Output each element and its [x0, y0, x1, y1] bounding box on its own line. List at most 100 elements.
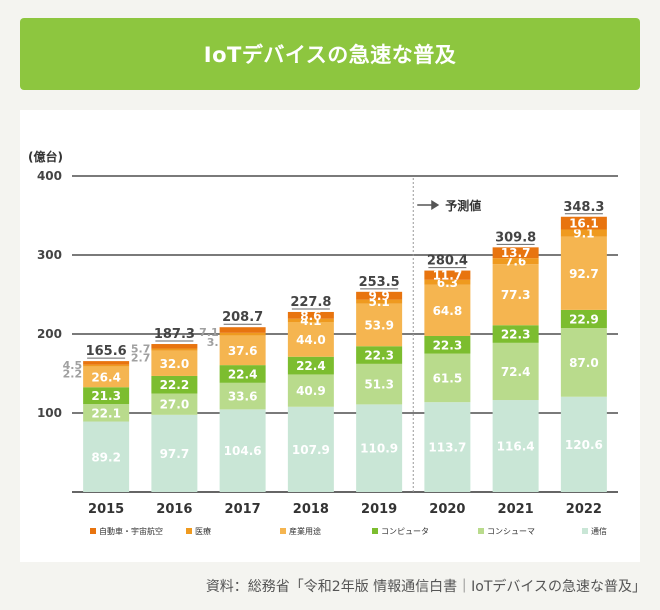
legend-label: 自動車・宇宙航空: [99, 526, 163, 536]
bar-value-label: 51.3: [364, 378, 394, 392]
bar-segment: [560, 236, 607, 310]
x-tick-label: 2015: [88, 502, 124, 517]
bar-value-label: 22.1: [91, 406, 121, 420]
bar-value-label: 44.0: [296, 333, 326, 347]
bar-value-label: 110.9: [360, 442, 398, 456]
bar-value-label: 22.4: [228, 367, 258, 381]
bar-value-label: 87.0: [569, 356, 599, 370]
y-axis-unit-label: (億台): [28, 149, 63, 164]
bar-value-label: 9.9: [368, 289, 389, 303]
bar-segment: [560, 216, 607, 230]
bar-value-label: 116.4: [497, 440, 535, 454]
bar-value-label: 8.6: [300, 309, 321, 323]
bar-value-label: 120.6: [565, 438, 603, 452]
bar-segment: [356, 346, 403, 364]
bar-segment: [219, 409, 266, 492]
bar-total-label: 348.3: [563, 200, 604, 215]
chart-panel: (億台) 100 200 300 400 予測値 89.2 22.1 21.3 26.4 2.2 4.…: [20, 110, 640, 562]
title-banner: IoTデバイスの急速な普及: [20, 18, 640, 90]
x-tick-label: 2022: [566, 502, 602, 517]
bar-segment: [560, 327, 607, 397]
bar-total-label: 253.5: [359, 275, 400, 290]
bar-value-label: 92.7: [569, 267, 599, 281]
legend-label: 産業用途: [289, 526, 321, 536]
bar-segment: [424, 335, 471, 354]
bar-segment: [219, 365, 266, 383]
bar-segment: [492, 247, 539, 259]
bar-segment: [287, 406, 334, 492]
bar-value-label: 21.3: [91, 389, 121, 403]
legend-label: コンシューマ: [487, 527, 535, 536]
bar-segment: [356, 291, 403, 300]
bar-segment: [83, 404, 130, 422]
bar-value-label: 40.9: [296, 384, 326, 398]
bar-segment: [83, 421, 130, 492]
bar-segment: [219, 382, 266, 410]
bar-segment: [151, 393, 198, 415]
bar-segment: [560, 396, 607, 492]
source-caption: 資料：総務省「令和2年版 情報通信白書｜IoTデバイスの急速な普及」: [205, 579, 646, 595]
bar-value-label: 33.6: [228, 390, 258, 404]
bar-value-label: 53.9: [364, 318, 394, 332]
legend-swatch: [372, 528, 378, 534]
bar-segment: [356, 299, 403, 304]
bar-segment: [151, 344, 198, 349]
bar-segment: [83, 366, 130, 388]
bar-segment: [83, 361, 130, 365]
bar-segment: [83, 364, 130, 367]
bar-value-label: 13.7: [501, 246, 531, 260]
x-tick-label: 2017: [225, 502, 261, 517]
legend-label: コンピュータ: [381, 527, 429, 536]
legend-label: 医療: [195, 526, 211, 536]
bar-value-label-outside: 4.5: [63, 359, 83, 372]
x-tick-label: 2020: [429, 502, 465, 517]
bar-value-label: 61.5: [433, 371, 463, 385]
bar-segment: [560, 309, 607, 328]
stacked-bar-chart: (億台) 100 200 300 400 予測値 89.2 22.1 21.3 26.4 2.24.…: [28, 149, 618, 536]
bar-segment: [356, 404, 403, 492]
bar-segment: [287, 374, 334, 407]
bar-value-label-outside: 2.2: [63, 368, 83, 381]
bar-segment: [83, 387, 130, 405]
legend-label: 通信: [591, 526, 607, 536]
bar-value-label: 113.7: [428, 441, 466, 455]
bar-value-label: 72.4: [501, 365, 531, 379]
bar-segment: [287, 356, 334, 375]
x-tick-label: 2019: [361, 502, 397, 517]
bar-value-label: 22.3: [501, 328, 531, 342]
bar-value-label: 89.2: [91, 450, 121, 464]
x-tick-label: 2016: [156, 502, 192, 517]
bar-segment: [560, 229, 607, 237]
legend-swatch: [582, 528, 588, 534]
bar-value-label: 26.4: [91, 370, 121, 384]
y-tick-label: 400: [37, 169, 62, 183]
x-tick-label: 2018: [293, 502, 329, 517]
bar-segment: [287, 321, 334, 357]
bar-value-label: 97.7: [160, 447, 190, 461]
forecast-label: 予測値: [445, 198, 481, 213]
bar-value-label: 77.3: [501, 288, 531, 302]
bar-segment: [151, 348, 198, 351]
y-tick-label: 300: [37, 248, 62, 262]
bar-segment: [151, 350, 198, 376]
bar-segment: [492, 325, 539, 343]
legend-swatch: [90, 528, 96, 534]
bar-value-label: 107.9: [292, 443, 330, 457]
bar-value-label: 104.6: [224, 444, 262, 458]
legend-swatch: [280, 528, 286, 534]
bar-value-label-outside: 3.: [207, 336, 219, 349]
bar-segment: [151, 375, 198, 394]
x-tick-label: 2021: [498, 502, 534, 517]
bar-total-label: 280.4: [427, 254, 468, 269]
bar-segment: [492, 258, 539, 265]
bar-segment: [424, 353, 471, 403]
bar-value-label: 32.0: [160, 357, 190, 371]
legend-swatch: [186, 528, 192, 534]
bar-segment: [424, 284, 471, 336]
bar-value-label: 22.3: [364, 349, 394, 363]
bar-segment: [424, 270, 471, 280]
bar-value-label: 64.8: [433, 304, 463, 318]
bar-segment: [356, 303, 403, 347]
bar-value-label: 9.1: [573, 227, 594, 241]
bar-value-label: 37.6: [228, 344, 258, 358]
